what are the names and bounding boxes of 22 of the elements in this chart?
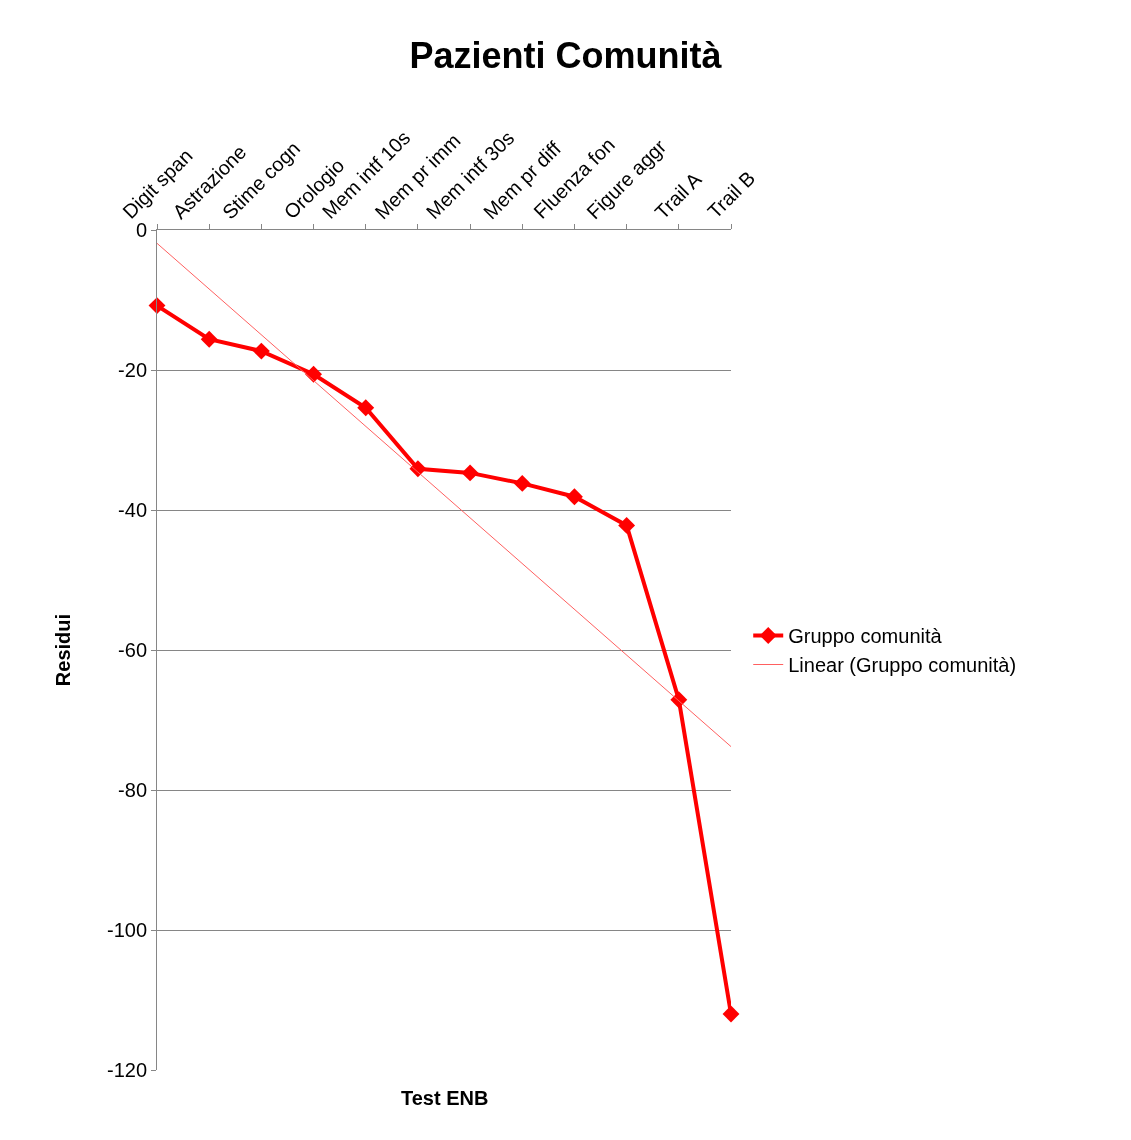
point: [566, 488, 583, 506]
point: [200, 330, 218, 348]
legend-label: Gruppo comunità: [788, 625, 943, 648]
y-tick-label: -120: [106, 1059, 147, 1081]
y-axis-title: Residui: [52, 613, 75, 687]
x-tick-label: Trail B: [703, 166, 760, 223]
point: [618, 516, 636, 534]
point: [252, 342, 270, 360]
point: [461, 464, 479, 482]
chart-title: Pazienti Comunità: [409, 35, 723, 77]
point: [513, 474, 531, 492]
y-tick-label: -60: [118, 639, 147, 661]
y-tick-label: -80: [118, 779, 147, 801]
y-tick-label: -20: [118, 359, 147, 381]
point: [722, 1005, 740, 1023]
point: [148, 297, 166, 315]
point: [357, 399, 375, 417]
legend-label: Linear (Gruppo comunità): [788, 654, 1017, 677]
y-tick-label: -40: [118, 499, 147, 521]
y-tick-label: -100: [106, 919, 147, 941]
y-tick-label: 0: [135, 219, 147, 241]
x-axis-title: Test ENB: [401, 1087, 489, 1109]
